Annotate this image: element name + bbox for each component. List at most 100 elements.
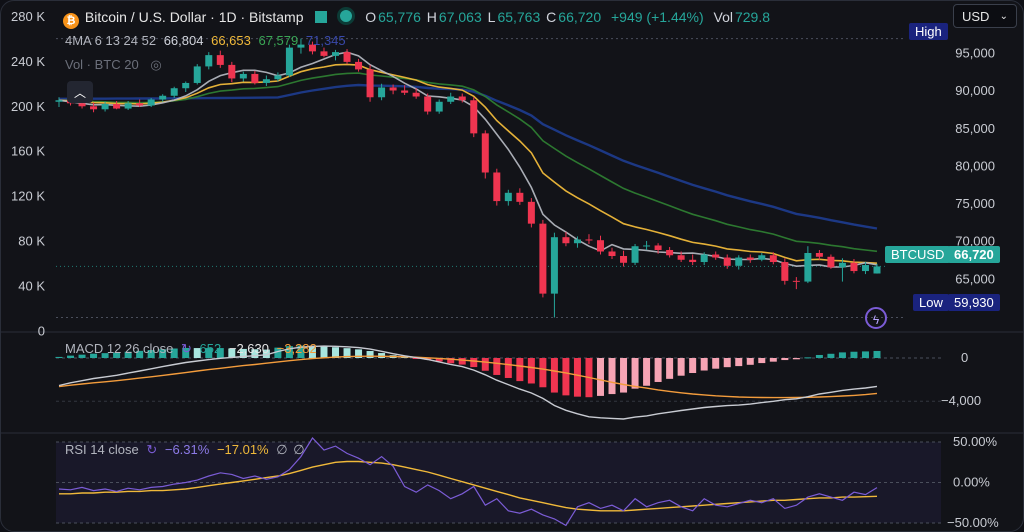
macd-histogram-bar — [90, 353, 98, 358]
macd-histogram-bar — [458, 358, 466, 365]
candle-down — [746, 257, 754, 260]
price-axis-label: 80,000 — [955, 158, 995, 173]
price-axis-label: 65,000 — [955, 271, 995, 286]
macd-histogram-bar — [435, 358, 443, 362]
collapse-legend-button[interactable]: ︿ — [67, 81, 93, 103]
flag-icon[interactable] — [315, 11, 328, 23]
candle-up — [861, 265, 869, 272]
price-axis-label: 85,000 — [955, 121, 995, 136]
candle-down — [136, 103, 144, 106]
rsi-line — [58, 437, 878, 527]
macd-histogram-bar — [170, 348, 178, 358]
volume-axis-label: 0 — [38, 323, 45, 338]
macd-value-2: −2,630 — [228, 341, 269, 356]
rsi-axis-label: 0.00% — [953, 475, 990, 490]
vol-legend[interactable]: Vol · BTC 20 ◎ — [65, 57, 162, 73]
macd-legend[interactable]: MACD 12 26 close ↻ 652 −2,630 −3,282 — [65, 341, 317, 357]
ma-value-2: 66,653 — [211, 33, 251, 48]
candle-down — [620, 256, 628, 263]
candle-down — [470, 100, 478, 134]
macd-value-1: 652 — [199, 341, 222, 356]
macd-histogram-bar — [804, 357, 812, 359]
macd-histogram-bar — [55, 356, 63, 358]
currency-select[interactable]: USD ⌄ — [953, 4, 1017, 28]
last-price-value: 66,720 — [954, 247, 994, 262]
macd-histogram-bar — [378, 353, 386, 358]
candle-down — [827, 256, 835, 268]
macd-histogram-bar — [723, 358, 731, 368]
macd-histogram-bar — [550, 358, 558, 393]
macd-histogram-bar — [861, 351, 869, 358]
candle-up — [285, 47, 293, 76]
ma-label: 4MA 6 13 24 52 — [65, 33, 157, 48]
eye-off-icon[interactable]: ◎ — [150, 57, 162, 72]
refresh-icon[interactable]: ↻ — [146, 442, 158, 457]
macd-histogram-bar — [124, 351, 132, 358]
candle-down — [493, 172, 501, 202]
rsi-value-1: −6.31% — [164, 442, 210, 457]
candle-down — [689, 259, 697, 263]
volume-axis-label: 160 K — [11, 144, 45, 159]
low-value: 65,763 — [497, 9, 541, 25]
macd-histogram-bar — [735, 358, 743, 367]
macd-histogram-bar — [643, 358, 651, 386]
candle-up — [804, 253, 812, 282]
refresh-icon[interactable]: ↻ — [181, 341, 192, 356]
macd-axis-label: 0 — [961, 350, 968, 365]
candle-down — [850, 262, 858, 272]
macd-histogram-bar — [262, 349, 270, 358]
change-value: +949 (+1.44%) — [611, 9, 704, 25]
macd-histogram-bar — [827, 353, 835, 358]
candle-up — [378, 87, 386, 98]
low-tag: Low — [913, 294, 949, 311]
candle-up — [182, 82, 190, 89]
macd-histogram-bar — [193, 348, 201, 358]
candle-down — [401, 90, 409, 93]
macd-histogram-bar — [274, 347, 282, 358]
macd-histogram-bar — [355, 349, 363, 358]
macd-histogram-bar — [228, 348, 236, 358]
candle-up — [550, 237, 558, 294]
ma-value-3: 67,579 — [258, 33, 299, 48]
candle-up — [332, 52, 340, 56]
candle-down — [712, 254, 720, 258]
ma-legend[interactable]: 4MA 6 13 24 52 66,804 66,653 67,579 71,3… — [65, 33, 346, 48]
rsi-label: RSI 14 close — [65, 442, 139, 457]
market-status-icon[interactable] — [337, 7, 356, 25]
candle-up — [873, 266, 881, 274]
macd-histogram-bar — [493, 358, 501, 375]
open-value: 65,776 — [378, 9, 421, 25]
candle-down — [424, 96, 432, 112]
macd-histogram-bar — [838, 352, 846, 358]
close-label: C — [546, 9, 557, 25]
candle-down — [654, 245, 662, 250]
candle-down — [228, 64, 236, 79]
candle-up — [205, 55, 213, 67]
candle-down — [216, 55, 224, 65]
candle-down — [458, 96, 466, 101]
candle-up — [297, 44, 305, 48]
high-tag: High — [909, 23, 948, 40]
macd-histogram-bar — [239, 348, 247, 358]
candle-down — [113, 104, 121, 109]
macd-histogram-bar — [573, 358, 581, 397]
macd-histogram-bar — [700, 358, 708, 371]
candle-down — [366, 69, 374, 98]
lightning-icon[interactable]: ϟ — [865, 307, 887, 329]
macd-histogram-bar — [527, 358, 535, 384]
ma-6-line — [58, 51, 878, 268]
symbol-title[interactable]: Bitcoin / U.S. Dollar · 1D · Bitstamp — [84, 9, 304, 25]
macd-histogram-bar — [366, 350, 374, 358]
macd-line — [58, 345, 878, 420]
candle-up — [447, 96, 455, 102]
low-value-tag: 59,930 — [948, 294, 1000, 311]
candle-down — [320, 51, 328, 56]
candle-up — [504, 192, 512, 202]
candle-down — [792, 280, 800, 282]
low-label: L — [487, 9, 496, 25]
macd-histogram-bar — [470, 358, 478, 368]
chevron-down-icon: ⌄ — [999, 10, 1008, 22]
rsi-legend[interactable]: RSI 14 close ↻ −6.31% −17.01% ∅ ∅ — [65, 442, 305, 458]
